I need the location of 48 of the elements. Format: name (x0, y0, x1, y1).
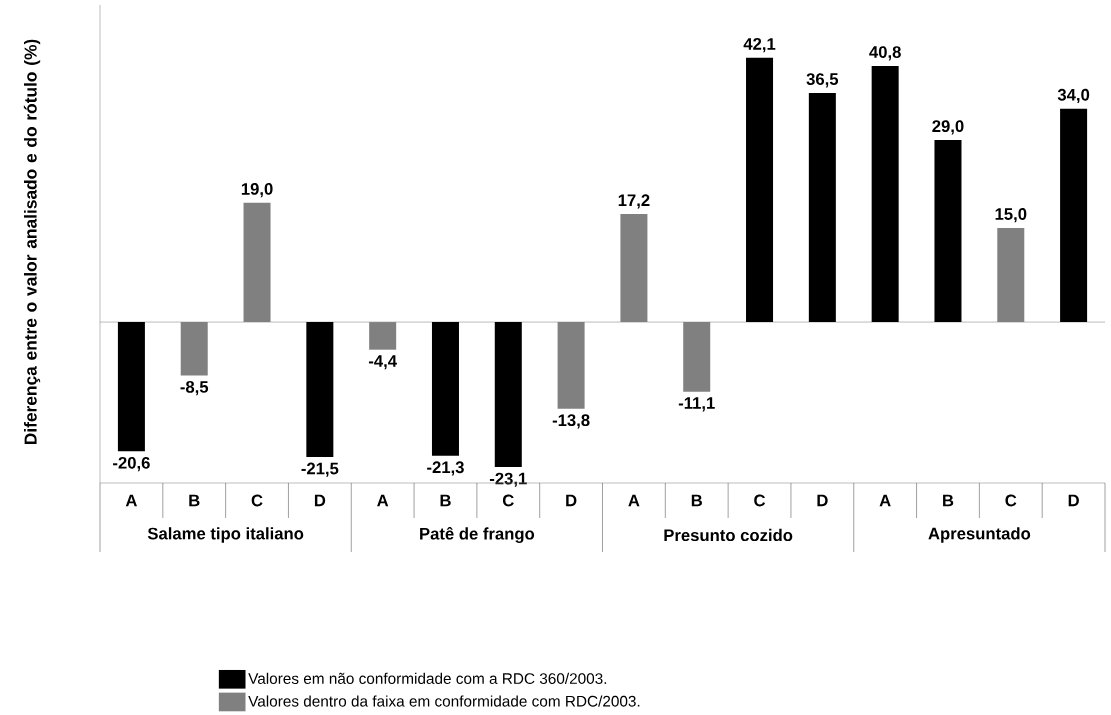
bar (494, 322, 522, 468)
data-label: -13,8 (552, 414, 590, 429)
bar (117, 322, 145, 452)
data-label: -23,1 (489, 472, 527, 487)
x-tick-label: B (189, 494, 200, 507)
x-tick-label: D (1068, 494, 1079, 507)
x-tick-label: A (628, 494, 640, 507)
data-label: -21,5 (301, 462, 339, 477)
text: Salame tipo italiano (147, 527, 304, 543)
legend-label: Valores dentro da faixa em conformidade com RDC/2003. (248, 695, 640, 707)
text: Apresuntado (928, 527, 1031, 543)
data-label: 40,8 (869, 46, 901, 61)
bar (1060, 108, 1088, 323)
data-label: -11,1 (678, 397, 715, 412)
data-label: -21,3 (427, 461, 464, 476)
data-label: -8,5 (180, 381, 209, 396)
x-tick-label: C (251, 494, 263, 507)
x-tick-label: D (566, 494, 577, 507)
text: Patê de frango (420, 527, 535, 543)
bar (431, 322, 459, 456)
data-label: -4,4 (368, 355, 397, 370)
x-tick-label: A (125, 494, 137, 507)
x-tick-label: D (817, 494, 828, 507)
x-tick-label: A (377, 494, 389, 507)
text: Presunto cozido (664, 528, 793, 542)
x-tick-label: C (1005, 494, 1017, 507)
data-label: -20,6 (113, 456, 150, 472)
bar (808, 92, 836, 323)
x-tick-label: C (502, 494, 514, 507)
x-tick-label: C (754, 494, 766, 507)
data-label: 17,2 (618, 194, 650, 209)
y-axis-title: Diferença entre o valor analisado e do rótulo (%) (23, 39, 41, 445)
data-label: 15,0 (995, 208, 1027, 223)
data-label: 19,0 (241, 183, 273, 198)
bar (871, 66, 899, 323)
x-tick-label: A (879, 494, 891, 507)
data-label: 34,0 (1057, 88, 1090, 104)
data-label: 36,5 (806, 73, 839, 88)
x-tick-label: B (943, 494, 954, 507)
data-label: 42,1 (743, 38, 776, 53)
x-tick-label: B (440, 494, 451, 507)
data-label: 29,0 (932, 120, 964, 135)
bar (746, 57, 774, 323)
bar (934, 140, 962, 323)
x-tick-label: B (691, 494, 702, 507)
bar (306, 322, 334, 458)
legend-label: Valores em não conformidade com a RDC 360/2003. (248, 672, 607, 684)
x-tick-label: D (314, 494, 326, 507)
